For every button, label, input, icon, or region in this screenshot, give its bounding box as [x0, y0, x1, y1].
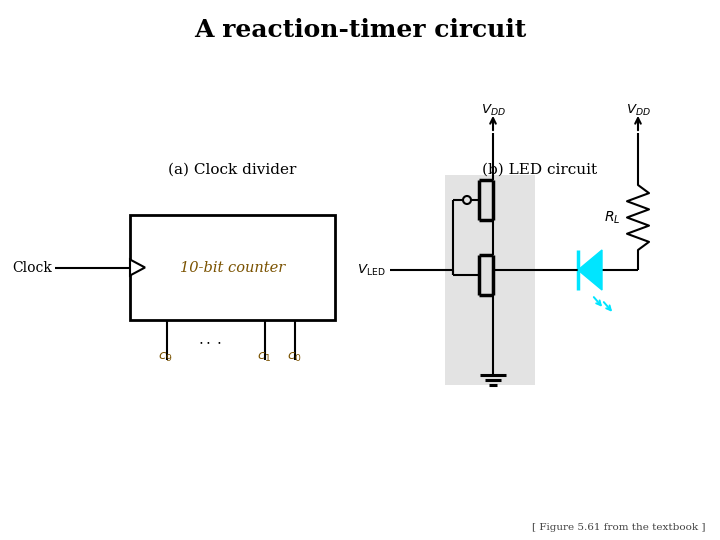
Text: $V_{\rm LED}$: $V_{\rm LED}$ [357, 262, 386, 278]
Text: $c_0$: $c_0$ [287, 351, 301, 364]
Text: (b) LED circuit: (b) LED circuit [482, 163, 598, 177]
Text: $R_L$: $R_L$ [603, 210, 620, 226]
Polygon shape [130, 260, 145, 275]
Text: $V_{DD}$: $V_{DD}$ [626, 103, 650, 118]
Text: $V_{DD}$: $V_{DD}$ [480, 103, 505, 118]
Text: (a) Clock divider: (a) Clock divider [168, 163, 297, 177]
Text: $c_9$: $c_9$ [158, 351, 172, 364]
Text: 10-bit counter: 10-bit counter [180, 260, 285, 274]
Polygon shape [578, 250, 602, 290]
Text: A reaction-timer circuit: A reaction-timer circuit [194, 18, 526, 42]
Text: $c_1$: $c_1$ [257, 351, 271, 364]
Text: $\cdot\cdot\cdot$: $\cdot\cdot\cdot$ [198, 334, 222, 349]
Bar [130, 215, 335, 320]
Text: Clock: Clock [12, 260, 52, 274]
Text: [ Figure 5.61 from the textbook ]: [ Figure 5.61 from the textbook ] [531, 523, 705, 532]
Bar [445, 175, 535, 385]
